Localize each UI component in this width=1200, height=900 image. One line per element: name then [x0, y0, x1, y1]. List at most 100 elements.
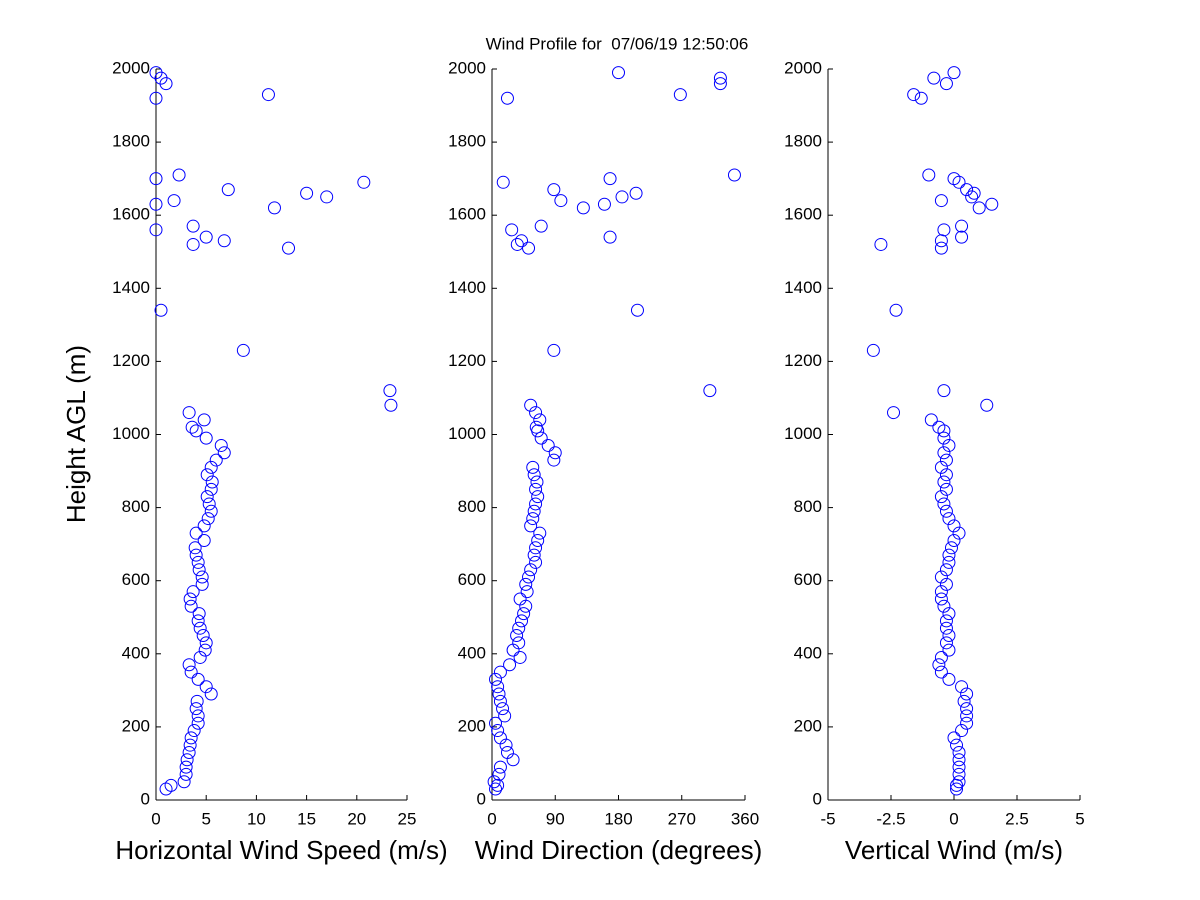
data-point	[491, 724, 505, 738]
data-point	[947, 66, 961, 80]
data-point	[498, 709, 512, 723]
data-point	[217, 234, 231, 248]
y-tick-label: 1400	[448, 278, 486, 297]
data-point	[489, 672, 503, 686]
data-point	[183, 592, 197, 606]
data-point	[944, 541, 958, 555]
data-point	[947, 519, 961, 533]
data-point	[965, 190, 979, 204]
x-tick-label: -5	[820, 809, 835, 828]
data-point	[191, 555, 205, 569]
x-tick-label: 10	[247, 809, 266, 828]
data-point	[192, 563, 206, 577]
data-point	[534, 431, 548, 445]
data-point	[547, 453, 561, 467]
data-point	[547, 183, 561, 197]
data-point	[191, 709, 205, 723]
data-point	[939, 482, 953, 496]
data-point	[526, 460, 540, 474]
data-point	[955, 219, 969, 233]
y-tick-label: 0	[141, 789, 150, 808]
data-point	[960, 702, 974, 716]
data-point	[261, 88, 275, 102]
data-point	[320, 190, 334, 204]
data-point	[673, 88, 687, 102]
data-point	[972, 201, 986, 215]
y-tick-label: 1200	[448, 351, 486, 370]
data-point	[492, 767, 506, 781]
data-point	[199, 636, 213, 650]
y-tick-label: 0	[813, 789, 822, 808]
y-tick-label: 400	[794, 643, 822, 662]
data-point	[190, 694, 204, 708]
data-point	[527, 548, 541, 562]
data-point	[939, 563, 953, 577]
data-point	[172, 168, 186, 182]
y-tick-label: 200	[458, 716, 486, 735]
data-point	[548, 446, 562, 460]
data-point	[513, 650, 527, 664]
data-point	[703, 384, 717, 398]
data-point	[937, 599, 951, 613]
data-point	[942, 438, 956, 452]
y-tick-label: 0	[477, 789, 486, 808]
data-point	[534, 219, 548, 233]
data-point	[197, 413, 211, 427]
data-point	[186, 237, 200, 251]
data-point	[934, 241, 948, 255]
data-point	[967, 186, 981, 200]
data-point	[952, 775, 966, 789]
data-point	[496, 175, 510, 189]
data-point	[937, 384, 951, 398]
data-point	[184, 665, 198, 679]
data-point	[384, 398, 398, 412]
data-point	[182, 658, 196, 672]
y-tick-label: 1200	[112, 351, 150, 370]
x-tick-label: 90	[546, 809, 565, 828]
data-point	[200, 468, 214, 482]
data-point	[167, 194, 181, 208]
y-tick-label: 2000	[112, 58, 150, 77]
y-tick-label: 1600	[112, 205, 150, 224]
data-point	[934, 234, 948, 248]
data-point	[942, 548, 956, 562]
data-point	[199, 230, 213, 244]
data-point	[612, 66, 625, 80]
data-point	[947, 731, 961, 745]
y-tick-label: 1800	[784, 132, 822, 151]
data-point	[187, 724, 201, 738]
data-point	[180, 753, 194, 767]
y-axis-label: Height AGL (m)	[61, 345, 91, 523]
x-tick-label: 0	[487, 809, 496, 828]
figure-title: Wind Profile for 07/06/19 12:50:06	[486, 34, 749, 53]
data-point	[192, 607, 206, 621]
data-point	[874, 237, 888, 251]
data-point	[937, 431, 951, 445]
data-point	[202, 497, 216, 511]
data-point	[512, 621, 526, 635]
data-point	[524, 563, 538, 577]
data-point	[183, 738, 197, 752]
data-point	[547, 343, 561, 357]
data-point	[554, 194, 568, 208]
data-point	[527, 468, 541, 482]
data-point	[149, 197, 163, 211]
y-tick-label: 1000	[448, 424, 486, 443]
x-tick-label: 0	[949, 809, 958, 828]
data-point	[182, 745, 196, 759]
data-point	[189, 702, 203, 716]
data-point	[193, 650, 207, 664]
data-point	[201, 512, 215, 526]
data-point	[204, 687, 218, 701]
data-point	[713, 71, 727, 85]
y-tick-label: 1800	[448, 132, 486, 151]
data-point	[533, 413, 547, 427]
data-point	[934, 570, 948, 584]
x-axis-label: Vertical Wind (m/s)	[845, 835, 1063, 865]
data-point	[942, 512, 956, 526]
data-point	[519, 577, 533, 591]
data-point	[942, 607, 956, 621]
y-tick-label: 1000	[784, 424, 822, 443]
data-point	[942, 643, 956, 657]
data-point	[197, 519, 211, 533]
